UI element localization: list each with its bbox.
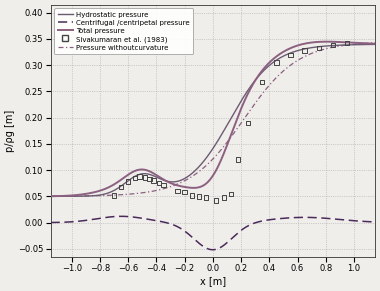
Point	[136, 174, 142, 179]
Point	[330, 43, 336, 48]
Point	[228, 191, 234, 196]
Point	[316, 46, 322, 50]
Point	[259, 80, 265, 84]
Y-axis label: p/ρg [m]: p/ρg [m]	[5, 110, 15, 152]
Point	[287, 52, 293, 57]
Point	[235, 157, 241, 162]
X-axis label: x [m]: x [m]	[200, 276, 226, 286]
Point	[213, 198, 219, 203]
Point	[125, 179, 131, 184]
Point	[156, 181, 162, 186]
Point	[182, 190, 188, 194]
Point	[203, 195, 209, 200]
Point	[132, 176, 138, 180]
Point	[245, 120, 251, 125]
Point	[150, 178, 157, 183]
Point	[221, 195, 227, 200]
Legend: Hydrostatic pressure, Centrifugal /centripetal pressure, Total pressure, Sivakum: Hydrostatic pressure, Centrifugal /centr…	[54, 8, 193, 54]
Point	[344, 41, 350, 45]
Point	[118, 184, 124, 189]
Point	[273, 60, 279, 65]
Point	[146, 177, 152, 181]
Point	[189, 193, 195, 198]
Point	[196, 194, 202, 199]
Point	[142, 175, 148, 180]
Point	[302, 48, 308, 53]
Point	[160, 182, 166, 187]
Point	[174, 189, 180, 194]
Point	[111, 193, 117, 198]
